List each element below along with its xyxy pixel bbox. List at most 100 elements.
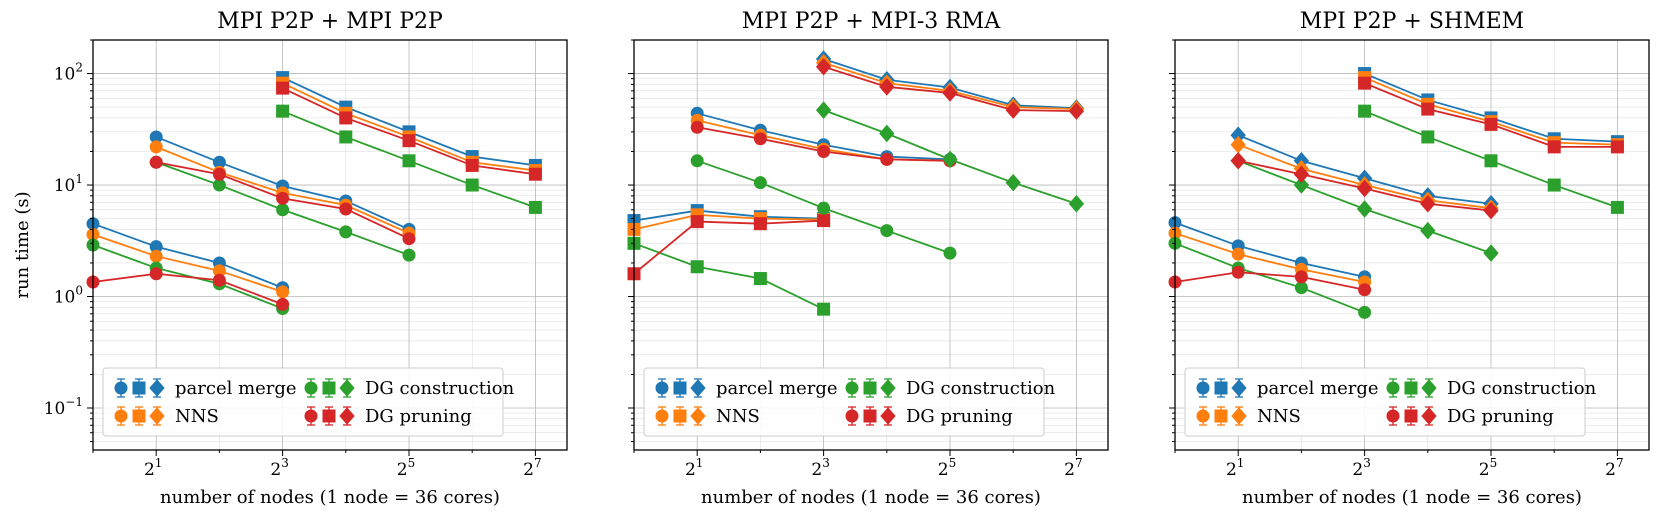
legend-marker-diamond <box>1421 379 1437 397</box>
data-point <box>1547 178 1561 192</box>
series-line <box>633 213 824 231</box>
series-line <box>92 233 283 293</box>
data-point <box>1293 165 1310 183</box>
legend-marker-square <box>1214 409 1228 423</box>
x-tick-label: 27 <box>1605 456 1623 480</box>
data-point <box>149 155 163 169</box>
legend-marker-square <box>322 381 336 395</box>
x-axis-label: number of nodes (1 node = 36 cores) <box>160 487 500 508</box>
legend-marker-square <box>322 409 336 423</box>
legend-marker-circle <box>1386 409 1400 423</box>
legend-marker-diamond <box>149 407 165 425</box>
legend-label: parcel merge <box>716 378 838 399</box>
data-point <box>1420 194 1436 213</box>
legend-entry-nns: NNS <box>114 406 219 427</box>
legend-marker-diamond <box>880 407 896 425</box>
data-point <box>690 120 704 134</box>
legend-label: DG pruning <box>365 406 472 427</box>
data-point <box>1610 140 1624 154</box>
legend-marker-square <box>1404 409 1418 423</box>
legend-entry-dg-construction: DG construction <box>304 378 515 399</box>
legend: parcel merge NNS DG construction DG pruning <box>102 367 515 437</box>
legend-entry-dg-construction: DG construction <box>1386 378 1597 399</box>
legend-marker-diamond <box>149 379 165 397</box>
x-tick-label: 21 <box>1226 456 1244 480</box>
data-point <box>528 167 542 181</box>
legend-marker-diamond <box>1231 407 1247 425</box>
data-point <box>212 273 226 287</box>
data-point <box>1294 270 1308 284</box>
legend-entry-nns: NNS <box>655 406 760 427</box>
x-tick-label: 25 <box>1479 456 1497 480</box>
legend-marker-circle <box>845 409 859 423</box>
data-point <box>1484 154 1498 168</box>
legend-label: parcel merge <box>175 378 297 399</box>
legend-box <box>1184 367 1586 437</box>
data-point <box>1358 305 1372 319</box>
legend-marker-circle <box>655 409 669 423</box>
data-point <box>880 152 894 166</box>
x-tick-label: 21 <box>144 456 162 480</box>
data-point <box>942 150 958 169</box>
legend-marker-square <box>1404 381 1418 395</box>
data-point <box>1356 200 1373 218</box>
data-point <box>1230 152 1246 170</box>
data-point <box>276 191 290 205</box>
series-line <box>92 222 283 289</box>
legend-marker-square <box>1214 381 1228 395</box>
data-point <box>212 167 226 181</box>
legend-marker-diamond <box>690 379 706 397</box>
legend-marker-circle <box>114 381 128 395</box>
x-tick-label: 27 <box>523 456 541 480</box>
series-line <box>633 242 824 310</box>
legend-marker-diamond <box>339 407 355 425</box>
legend-marker-circle <box>1386 381 1400 395</box>
data-point <box>817 144 831 158</box>
legend-entry-parcel-merge: parcel merge <box>1196 378 1379 399</box>
data-point <box>943 246 957 260</box>
data-point <box>339 130 353 144</box>
data-point <box>276 203 290 217</box>
legend-marker-diamond <box>1421 407 1437 425</box>
data-point <box>149 140 163 154</box>
x-tick-label: 23 <box>1352 456 1370 480</box>
legend-entry-dg-pruning: DG pruning <box>845 406 1013 427</box>
data-point <box>276 297 290 311</box>
chart-title: MPI P2P + SHMEM <box>1300 9 1524 34</box>
plot-frame <box>1174 39 1650 451</box>
series-dg-construction <box>690 154 957 260</box>
data-point <box>1358 283 1372 297</box>
data-point <box>1421 102 1435 116</box>
legend-marker-square <box>673 409 687 423</box>
data-point <box>690 215 704 229</box>
series-dg-construction <box>1358 104 1624 214</box>
data-point <box>753 132 767 146</box>
x-tick-label: 23 <box>270 456 288 480</box>
data-point <box>753 176 767 190</box>
legend-label: NNS <box>1257 406 1301 427</box>
series-line <box>92 244 283 310</box>
series-dg-pruning <box>627 214 831 281</box>
series-dg-construction <box>276 104 542 214</box>
data-point <box>339 225 353 239</box>
series-parcel-merge <box>1168 216 1372 284</box>
y-tick-label: 101 <box>54 172 83 196</box>
chart-title: MPI P2P + MPI-3 RMA <box>742 9 1002 34</box>
legend: parcel merge NNS DG construction DG pruning <box>643 367 1056 437</box>
data-point <box>753 217 767 231</box>
legend-marker-square <box>863 381 877 395</box>
legend-marker-diamond <box>1231 379 1247 397</box>
data-point <box>1294 281 1308 295</box>
data-point <box>1358 76 1372 90</box>
series-line <box>1174 271 1365 291</box>
x-tick-label: 25 <box>938 456 956 480</box>
legend-marker-diamond <box>880 379 896 397</box>
data-point <box>1293 176 1310 194</box>
x-tick-label: 25 <box>397 456 415 480</box>
data-point <box>1068 102 1085 120</box>
legend-entry-parcel-merge: parcel merge <box>655 378 838 399</box>
data-point <box>1231 247 1245 261</box>
legend-entry-dg-construction: DG construction <box>845 378 1056 399</box>
data-point <box>879 124 895 143</box>
legend-marker-square <box>132 381 146 395</box>
